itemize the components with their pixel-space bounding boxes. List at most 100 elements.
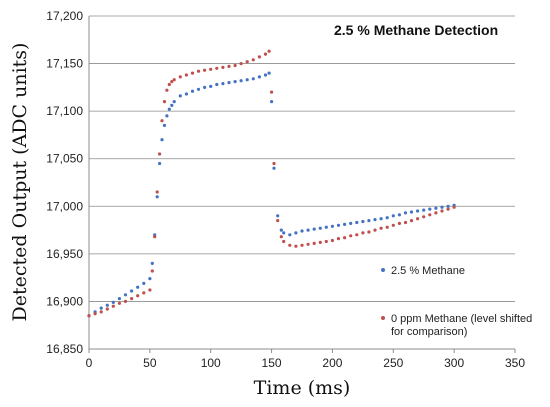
x-tick-label: 0 <box>86 356 93 370</box>
data-point <box>239 62 243 66</box>
data-point <box>428 207 432 211</box>
data-point <box>111 300 115 304</box>
data-point <box>318 226 322 230</box>
data-point <box>434 211 438 215</box>
data-point <box>158 161 162 166</box>
data-point <box>318 240 322 244</box>
data-point <box>203 68 207 72</box>
data-point <box>130 289 134 293</box>
data-point <box>403 220 408 225</box>
data-point <box>263 52 268 56</box>
data-point <box>160 138 164 142</box>
data-point <box>343 222 347 226</box>
data-point <box>272 161 276 166</box>
data-point <box>93 312 97 316</box>
data-point <box>379 226 383 230</box>
data-point <box>440 209 444 213</box>
data-point <box>221 65 225 69</box>
data-point <box>397 213 401 217</box>
series-zero-ppm <box>87 49 456 318</box>
data-point <box>367 219 371 223</box>
data-point <box>361 231 365 235</box>
data-point <box>123 299 128 303</box>
data-point <box>99 306 103 310</box>
data-point <box>227 81 231 85</box>
data-point <box>155 190 159 194</box>
data-point <box>136 285 140 289</box>
data-point <box>148 277 152 281</box>
data-point <box>312 241 316 245</box>
data-point <box>373 228 377 232</box>
tick-labels: 16,850 16,900 16,950 17,000 17,050 17,100 17,1… <box>46 9 525 370</box>
data-point <box>434 206 438 210</box>
data-point <box>165 88 169 92</box>
data-point <box>239 79 243 83</box>
y-tick-label: 17,150 <box>46 57 83 71</box>
data-point <box>162 123 167 127</box>
x-tick-label: 300 <box>444 356 464 370</box>
legend: 2.5 % Methane 0 ppm Methane (level shift… <box>381 265 535 338</box>
data-point <box>306 228 310 232</box>
data-point <box>257 75 261 79</box>
data-point <box>270 100 274 104</box>
legend-label-zero-ppm-line2: for comparison) <box>391 326 467 338</box>
data-point <box>270 90 274 94</box>
data-point <box>422 215 426 219</box>
chart-title: 2.5 % Methane Detection <box>334 22 498 38</box>
data-point <box>158 152 162 156</box>
data-point <box>385 216 389 220</box>
x-tick-label: 200 <box>322 356 342 370</box>
data-point <box>282 231 286 235</box>
data-point <box>196 69 201 73</box>
data-point <box>446 204 450 208</box>
legend-label-zero-ppm-line1: 0 ppm Methane (level shifted <box>391 313 532 325</box>
data-point <box>409 210 414 214</box>
data-point <box>300 243 304 247</box>
data-point <box>123 293 128 297</box>
data-point <box>300 229 304 233</box>
legend-marker-zero-ppm <box>381 316 385 320</box>
data-point <box>190 71 195 75</box>
data-point <box>282 239 286 244</box>
data-point <box>184 92 188 96</box>
data-point <box>148 288 152 292</box>
data-point <box>385 225 389 229</box>
data-point <box>111 304 115 308</box>
data-point <box>184 73 188 77</box>
legend-marker-methane <box>381 268 385 272</box>
data-point <box>330 224 334 228</box>
legend-label-zero-ppm: 0 ppm Methane (level shifted for compari… <box>391 313 535 338</box>
data-point <box>142 291 146 295</box>
data-point <box>99 310 103 314</box>
data-point <box>251 77 255 81</box>
x-tick-label: 250 <box>383 356 403 370</box>
data-point <box>136 294 140 298</box>
data-point <box>170 80 174 84</box>
data-point <box>428 213 432 217</box>
data-point <box>150 269 154 273</box>
y-tick-label: 17,000 <box>46 199 83 213</box>
y-tick-label: 16,950 <box>46 247 83 261</box>
data-point <box>172 78 176 82</box>
data-point <box>130 297 134 301</box>
series-methane <box>87 71 456 318</box>
data-point <box>178 75 182 79</box>
data-point <box>233 80 237 84</box>
data-point <box>367 230 371 234</box>
data-point <box>117 301 121 305</box>
y-tick-label: 17,200 <box>46 9 83 23</box>
data-point <box>391 214 395 218</box>
data-point <box>416 209 420 213</box>
data-point <box>172 100 176 104</box>
data-point <box>263 73 268 77</box>
x-tick-label: 150 <box>262 356 282 370</box>
data-point <box>245 78 249 82</box>
data-point <box>165 114 169 118</box>
data-point <box>355 233 359 237</box>
data-point <box>87 314 91 318</box>
data-point <box>446 207 450 211</box>
data-point <box>294 244 298 248</box>
y-tick-label: 17,100 <box>46 104 83 118</box>
legend-label-methane: 2.5 % Methane <box>391 265 465 277</box>
data-point <box>167 82 171 87</box>
